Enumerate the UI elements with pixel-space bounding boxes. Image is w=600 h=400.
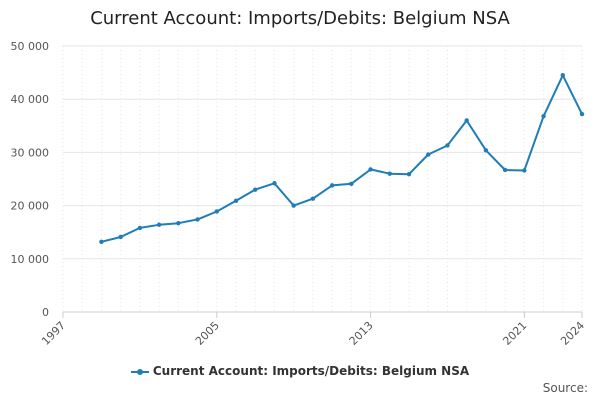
- tick-labels: 0 10 000 20 000 30 000 40 000 50 000 1997 2005 2…: [11, 40, 588, 348]
- x-tick-label: 1997: [39, 319, 68, 348]
- x-tick-label: 2024: [558, 319, 587, 348]
- data-point: [329, 183, 335, 188]
- data-point: [291, 203, 296, 208]
- x-tick-label: 2005: [193, 319, 222, 348]
- data-point: [176, 220, 181, 226]
- y-tick-label: 40 000: [11, 93, 50, 106]
- data-point: [541, 114, 546, 119]
- data-point: [99, 239, 104, 244]
- legend-marker-icon: [130, 367, 149, 377]
- data-point: [387, 171, 392, 176]
- chart-title: Current Account: Imports/Debits: Belgium…: [90, 8, 510, 29]
- y-tick-label: 30 000: [11, 146, 50, 159]
- data-point: [349, 181, 354, 186]
- data-point: [214, 209, 219, 214]
- data-point: [272, 181, 277, 186]
- axes: [62, 311, 583, 318]
- data-point: [502, 167, 508, 173]
- data-point: [522, 168, 527, 173]
- data-point: [483, 148, 489, 153]
- source-label[interactable]: Source:: [542, 381, 588, 395]
- grid-lines: [62, 45, 583, 312]
- data-point: [368, 167, 373, 172]
- data-point: [253, 187, 258, 192]
- data-point: [118, 234, 123, 240]
- series-line: [101, 74, 583, 243]
- y-tick-label: 50 000: [11, 40, 50, 53]
- data-point: [137, 225, 143, 231]
- series-layer: [99, 73, 585, 244]
- data-point: [195, 217, 200, 222]
- data-point: [156, 222, 162, 227]
- x-tick-label: 2013: [347, 319, 376, 348]
- data-point: [310, 196, 316, 201]
- legend-label: Current Account: Imports/Debits: Belgium…: [152, 364, 470, 378]
- data-point: [560, 73, 565, 78]
- data-point: [579, 111, 585, 117]
- y-tick-label: 20 000: [11, 200, 50, 213]
- data-point: [406, 172, 412, 177]
- data-point: [445, 143, 450, 148]
- data-point: [233, 198, 239, 204]
- data-point: [464, 118, 469, 123]
- y-tick-label: 10 000: [11, 253, 50, 266]
- data-point: [426, 152, 431, 157]
- y-tick-label: 0: [42, 306, 49, 319]
- x-tick-label: 2021: [500, 319, 529, 348]
- legend[interactable]: Current Account: Imports/Debits: Belgium…: [0, 364, 600, 378]
